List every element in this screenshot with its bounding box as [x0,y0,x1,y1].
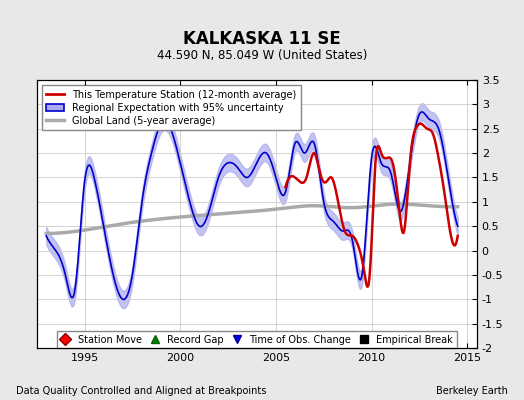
Text: Berkeley Earth: Berkeley Earth [436,386,508,396]
Text: 44.590 N, 85.049 W (United States): 44.590 N, 85.049 W (United States) [157,49,367,62]
Legend: Station Move, Record Gap, Time of Obs. Change, Empirical Break: Station Move, Record Gap, Time of Obs. C… [57,331,457,348]
Text: Data Quality Controlled and Aligned at Breakpoints: Data Quality Controlled and Aligned at B… [16,386,266,396]
Text: KALKASKA 11 SE: KALKASKA 11 SE [183,30,341,48]
